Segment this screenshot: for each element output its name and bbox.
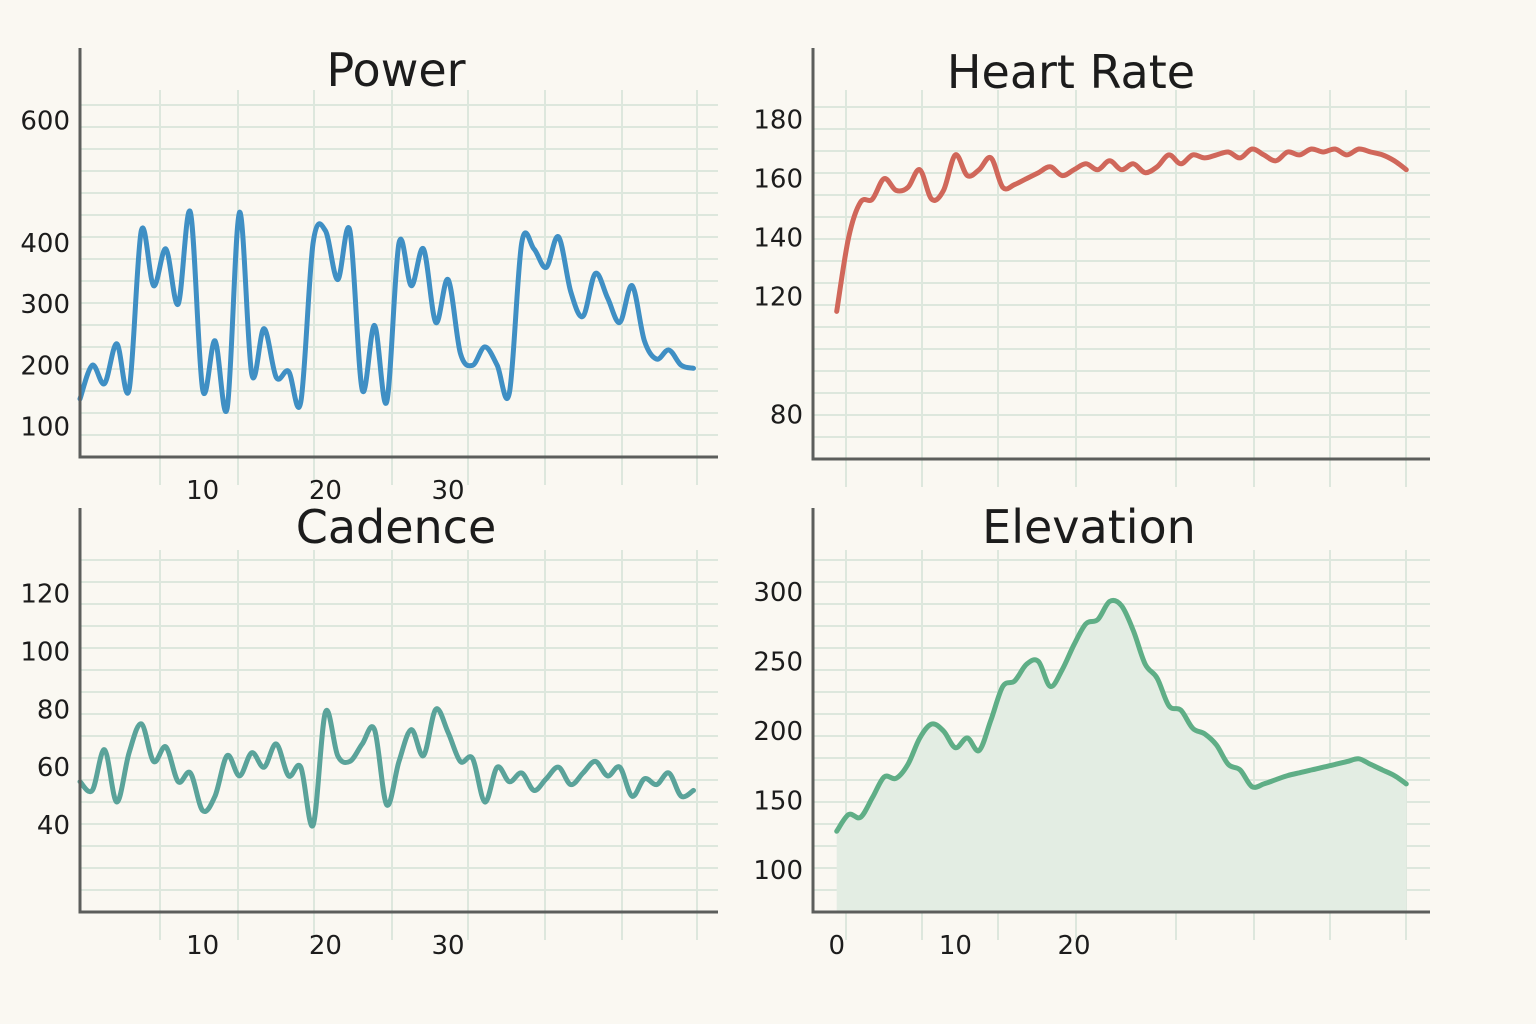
y-tick-label: 300 (20, 290, 70, 320)
y-tick-label: 100 (20, 412, 70, 442)
x-tick-label: 10 (186, 931, 219, 961)
axis-lines (78, 508, 718, 914)
x-tick-label: 20 (309, 931, 342, 961)
y-tick-label: 180 (753, 106, 803, 136)
x-tick-label: 30 (432, 476, 465, 506)
axis-lines (811, 508, 1430, 914)
grid (80, 550, 718, 940)
power-chart: 100 200 300 400 600 10 20 30 Power (20, 43, 718, 506)
chart-title: Elevation (982, 500, 1196, 554)
axis-lines (78, 48, 718, 459)
y-tick-label: 140 (753, 224, 803, 254)
y-tick-label: 150 (753, 787, 803, 817)
series-line (77, 208, 696, 414)
cadence-chart: 40 60 80 100 120 10 20 30 Cadence (20, 500, 718, 961)
y-tick-label: 40 (37, 811, 70, 841)
y-tick-label: 80 (37, 695, 70, 725)
y-tick-label: 100 (753, 856, 803, 886)
y-tick-label: 400 (20, 229, 70, 259)
x-tick-label: 30 (432, 931, 465, 961)
chart-title: Cadence (296, 500, 497, 554)
series-line (77, 706, 696, 829)
x-tick-label: 20 (1057, 931, 1090, 961)
y-tick-label: 200 (753, 717, 803, 747)
series-line (834, 597, 1409, 834)
y-tick-label: 600 (20, 107, 70, 137)
chart-title: Heart Rate (947, 45, 1195, 99)
elevation-chart: 100 150 200 250 300 0 10 20 Elevation (753, 500, 1430, 961)
x-tick-label: 0 (828, 931, 845, 961)
y-tick-label: 100 (20, 637, 70, 667)
y-tick-label: 80 (770, 401, 803, 431)
chart-title: Power (326, 43, 465, 97)
heart-rate-chart: 80 120 140 160 180 Heart Rate (753, 45, 1430, 487)
y-tick-label: 60 (37, 753, 70, 783)
y-tick-label: 250 (753, 647, 803, 677)
y-tick-label: 120 (20, 579, 70, 609)
x-tick-label: 20 (309, 476, 342, 506)
axis-lines (811, 48, 1430, 461)
x-tick-label: 10 (186, 476, 219, 506)
y-tick-label: 300 (753, 578, 803, 608)
x-tick-label: 10 (939, 931, 972, 961)
y-tick-label: 160 (753, 165, 803, 195)
y-tick-label: 200 (20, 351, 70, 381)
series-line (834, 146, 1409, 314)
y-tick-label: 120 (753, 283, 803, 313)
series-area (836, 600, 1407, 912)
